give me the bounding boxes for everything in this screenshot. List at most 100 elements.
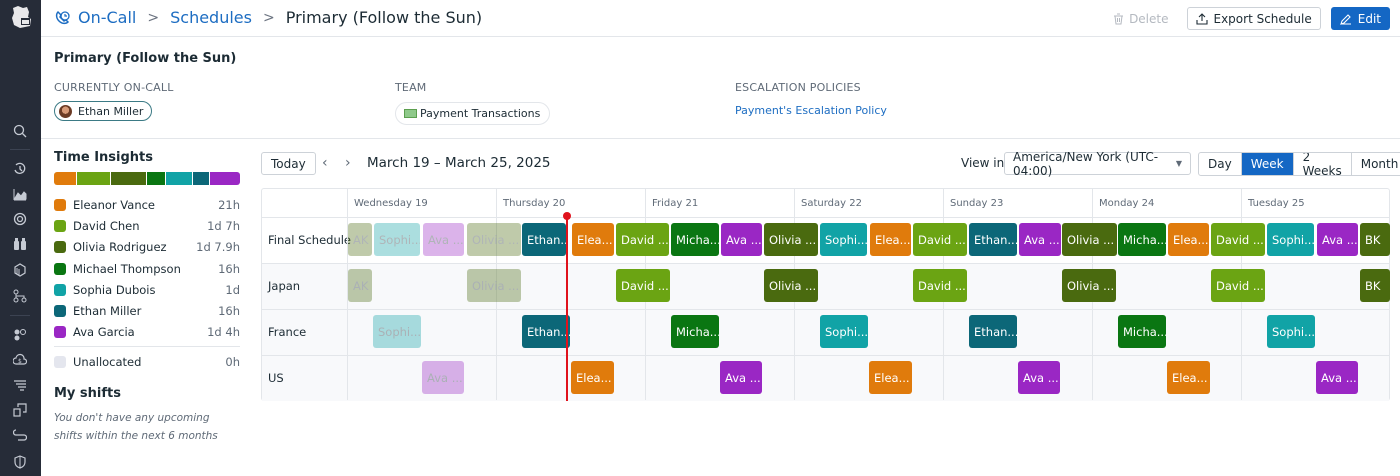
datadog-logo-icon[interactable]: [8, 4, 34, 30]
shift-block[interactable]: David ...: [616, 223, 669, 256]
workflow-icon[interactable]: [11, 287, 29, 305]
monitors-icon[interactable]: [11, 210, 29, 228]
view-switcher: Day Week 2 Weeks Month: [1198, 152, 1400, 176]
shift-block[interactable]: Ava ...: [422, 361, 464, 394]
shift-block[interactable]: Olivia ...: [1062, 269, 1116, 302]
shift-block[interactable]: Elea...: [571, 361, 614, 394]
shift-block[interactable]: Sophi...: [820, 315, 868, 348]
team-label: TEAM: [395, 81, 427, 94]
legend-name: Unallocated: [73, 354, 142, 369]
export-schedule-button[interactable]: Export Schedule: [1186, 7, 1321, 30]
shift-block[interactable]: Micha...: [1118, 315, 1166, 348]
export-label: Export Schedule: [1213, 11, 1312, 26]
view-day[interactable]: Day: [1199, 153, 1242, 175]
day-header: Thursday 20: [496, 189, 645, 217]
legend-row: Ethan Miller 16h: [54, 300, 240, 321]
shift-block[interactable]: Olivia ...: [1062, 223, 1117, 256]
day-header: Monday 24: [1092, 189, 1241, 217]
shift-block[interactable]: Sophi...: [374, 223, 420, 256]
color-swatch: [54, 198, 66, 211]
edit-button[interactable]: Edit: [1330, 7, 1390, 30]
shift-block[interactable]: Ethan...: [969, 223, 1017, 256]
shift-block[interactable]: Ethan...: [969, 315, 1017, 348]
view-week[interactable]: Week: [1241, 153, 1294, 175]
row-label: France: [268, 325, 307, 339]
app-sidebar: $: [0, 0, 41, 476]
shift-block[interactable]: Ava ...: [1019, 223, 1061, 256]
timezone-select[interactable]: America/New York (UTC-04:00) ▼: [1004, 150, 1191, 178]
shift-block[interactable]: BK: [1360, 269, 1390, 302]
integrations-icon[interactable]: [11, 326, 29, 344]
shift-block[interactable]: Elea...: [869, 361, 912, 394]
view-2-weeks[interactable]: 2 Weeks: [1294, 153, 1352, 175]
breadcrumb-schedules[interactable]: Schedules: [170, 8, 252, 27]
security-icon[interactable]: [11, 453, 29, 471]
shift-block[interactable]: AK: [348, 223, 372, 256]
shift-block[interactable]: David ...: [1211, 269, 1265, 302]
legend-value: 1d 4h: [207, 325, 240, 340]
shift-block[interactable]: Ava ...: [1018, 361, 1060, 394]
bar-segment: [54, 172, 76, 185]
shift-block[interactable]: Elea...: [870, 223, 911, 256]
shift-block[interactable]: Elea...: [1168, 223, 1209, 256]
link-icon[interactable]: [11, 427, 29, 445]
shift-block[interactable]: Sophi...: [820, 223, 867, 256]
shift-block[interactable]: Olivia ...: [764, 223, 818, 256]
shift-block[interactable]: Olivia ...: [764, 269, 818, 302]
shift-block[interactable]: Olivia ...: [467, 223, 521, 256]
on-call-user-name: Ethan Miller: [78, 104, 144, 118]
search-icon[interactable]: [11, 122, 29, 140]
next-week-icon[interactable]: ›: [345, 155, 351, 171]
legend-value: 21h: [218, 197, 240, 212]
shift-block[interactable]: Sophi...: [1267, 315, 1315, 348]
breadcrumb-on-call[interactable]: On-Call: [78, 8, 137, 27]
cloud-cost-icon[interactable]: $: [11, 351, 29, 369]
infrastructure-icon[interactable]: [11, 261, 29, 279]
legend-row: Eleanor Vance 21h: [54, 194, 240, 215]
logs-icon[interactable]: [11, 376, 29, 394]
pencil-icon: [1339, 13, 1351, 25]
shift-block[interactable]: David ...: [616, 269, 670, 302]
shift-block[interactable]: David ...: [1211, 223, 1265, 256]
shift-block[interactable]: Micha...: [671, 223, 719, 256]
day-header: Friday 21: [645, 189, 794, 217]
service-catalog-icon[interactable]: [11, 401, 29, 419]
on-call-user-pill[interactable]: Ethan Miller: [54, 101, 153, 121]
shift-block[interactable]: Olivia ...: [467, 269, 521, 302]
shift-block[interactable]: David ...: [913, 269, 967, 302]
shift-block[interactable]: Micha...: [671, 315, 719, 348]
shift-block[interactable]: BK: [1360, 223, 1390, 256]
prev-week-icon[interactable]: ‹: [322, 155, 328, 171]
date-range: March 19 – March 25, 2025: [367, 155, 551, 171]
shift-block[interactable]: Ethan...: [522, 315, 570, 348]
history-icon[interactable]: [11, 160, 29, 178]
delete-label: Delete: [1129, 11, 1169, 26]
shift-block[interactable]: Ava ...: [1317, 223, 1358, 256]
time-insights-title: Time Insights: [54, 150, 154, 165]
shift-block[interactable]: Sophi...: [373, 315, 421, 348]
shift-block[interactable]: Ava ...: [721, 223, 762, 256]
trash-icon: [1114, 13, 1124, 24]
shift-block[interactable]: Ava ...: [720, 361, 762, 394]
team-pill[interactable]: Payment Transactions: [395, 102, 551, 125]
chevron-right-icon: >: [262, 9, 275, 26]
shift-block[interactable]: Elea...: [1167, 361, 1210, 394]
today-button[interactable]: Today: [261, 152, 316, 175]
shift-block[interactable]: AK: [348, 269, 372, 302]
legend-row: Michael Thompson 16h: [54, 258, 240, 279]
shift-block[interactable]: Micha...: [1118, 223, 1166, 256]
shift-block[interactable]: David ...: [913, 223, 967, 256]
legend-value: 1d 7h: [207, 218, 240, 233]
dashboards-icon[interactable]: [11, 185, 29, 203]
shift-block[interactable]: Elea...: [572, 223, 614, 256]
shift-block[interactable]: Ava ...: [423, 223, 464, 256]
view-month[interactable]: Month: [1360, 157, 1399, 171]
binoculars-icon[interactable]: [11, 235, 29, 253]
legend-value: 1d 7.9h: [196, 240, 240, 255]
escalation-policy-link[interactable]: Payment's Escalation Policy: [735, 104, 887, 117]
delete-button[interactable]: Delete: [1105, 7, 1176, 30]
shift-block[interactable]: Ethan...: [522, 223, 566, 256]
shift-block[interactable]: Ava ...: [1316, 361, 1358, 394]
shift-block[interactable]: Sophi...: [1267, 223, 1314, 256]
legend-row-unallocated: Unallocated 0h: [54, 351, 240, 372]
